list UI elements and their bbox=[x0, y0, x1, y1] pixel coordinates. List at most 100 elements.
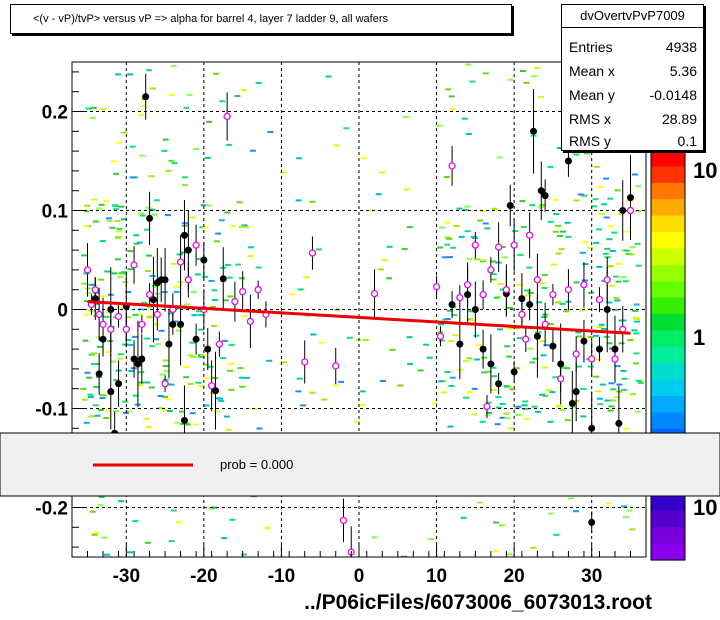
stats-key: Mean y bbox=[569, 87, 615, 103]
heatmap-cell bbox=[445, 88, 452, 91]
heatmap-cell bbox=[230, 225, 237, 228]
heatmap-cell bbox=[431, 402, 438, 405]
heatmap-cell bbox=[611, 231, 618, 234]
profile-point-magenta bbox=[588, 355, 596, 363]
heatmap-cell bbox=[559, 409, 566, 412]
heatmap-cell bbox=[607, 409, 614, 412]
heatmap-cell bbox=[444, 371, 451, 373]
heatmap-cell bbox=[222, 299, 229, 302]
heatmap-cell bbox=[97, 409, 104, 411]
heatmap-cell bbox=[145, 425, 152, 428]
heatmap-cell bbox=[490, 273, 497, 276]
heatmap-cell bbox=[604, 399, 611, 402]
heatmap-cell bbox=[211, 289, 218, 292]
heatmap-cell bbox=[138, 371, 145, 374]
palette-labels: 10 1 10 bbox=[693, 158, 717, 520]
heatmap-cell bbox=[629, 246, 636, 249]
heatmap-cell bbox=[239, 385, 246, 388]
heatmap-cell bbox=[563, 310, 570, 313]
heatmap-cell bbox=[543, 344, 550, 347]
profile-point-magenta bbox=[114, 312, 123, 321]
heatmap-cell bbox=[626, 509, 633, 512]
heatmap-cell bbox=[133, 242, 140, 245]
heatmap-cell bbox=[221, 537, 228, 540]
heatmap-cell bbox=[575, 331, 582, 334]
profile-point-black bbox=[595, 345, 603, 353]
heatmap-cell bbox=[105, 217, 112, 220]
palette-band bbox=[651, 396, 685, 413]
heatmap-cell bbox=[204, 377, 211, 380]
heatmap-cell bbox=[555, 252, 562, 255]
heatmap-cell bbox=[163, 370, 170, 373]
profile-point-magenta bbox=[223, 112, 231, 121]
heatmap-cell bbox=[438, 323, 444, 326]
heatmap-cell bbox=[87, 395, 94, 398]
heatmap-cell bbox=[300, 404, 307, 407]
palette-band bbox=[651, 264, 685, 282]
heatmap-cell bbox=[93, 531, 100, 534]
heatmap-cell bbox=[595, 390, 602, 393]
heatmap-cell bbox=[447, 425, 454, 428]
heatmap-cell bbox=[83, 272, 90, 275]
heatmap-cell bbox=[127, 343, 134, 346]
heatmap-cell bbox=[117, 275, 124, 278]
stats-row-mean-x: Mean x 5.36 bbox=[562, 59, 703, 83]
heatmap-cell bbox=[92, 220, 99, 223]
heatmap-cell bbox=[605, 502, 612, 505]
heatmap-cell bbox=[197, 328, 204, 331]
heatmap-cell bbox=[379, 171, 386, 174]
heatmap-cell bbox=[90, 106, 97, 109]
heatmap-cell bbox=[214, 240, 220, 243]
heatmap-cell bbox=[255, 266, 262, 269]
heatmap-cell bbox=[539, 393, 545, 396]
heatmap-cell bbox=[236, 201, 243, 204]
heatmap-cell bbox=[635, 264, 642, 267]
heatmap-cell bbox=[506, 355, 513, 358]
heatmap-cell bbox=[157, 407, 163, 410]
heatmap-cell bbox=[158, 329, 165, 332]
heatmap-cell bbox=[613, 297, 620, 299]
heatmap-cell bbox=[499, 246, 506, 248]
profile-point-black bbox=[495, 380, 503, 388]
heatmap-cell bbox=[449, 108, 456, 111]
heatmap-cell bbox=[480, 259, 487, 262]
heatmap-cell bbox=[81, 398, 88, 401]
heatmap-cell bbox=[296, 377, 303, 380]
heatmap-cell bbox=[103, 417, 109, 419]
heatmap-cell bbox=[91, 352, 98, 355]
heatmap-cell bbox=[593, 165, 600, 168]
heatmap-cell bbox=[165, 214, 171, 217]
profile-point-magenta bbox=[215, 340, 224, 348]
heatmap-cell bbox=[632, 310, 639, 312]
heatmap-cell bbox=[295, 390, 302, 393]
heatmap-cell bbox=[616, 262, 623, 265]
heatmap-cell bbox=[132, 335, 139, 338]
heatmap-cell bbox=[576, 335, 583, 338]
heatmap-cell bbox=[506, 306, 513, 309]
heatmap-cell bbox=[86, 292, 93, 294]
heatmap-cell bbox=[400, 555, 407, 557]
profile-point-magenta bbox=[254, 286, 262, 294]
heatmap-cell bbox=[612, 275, 619, 278]
heatmap-cell bbox=[607, 197, 614, 200]
heatmap-cell bbox=[499, 403, 506, 405]
palette-band bbox=[651, 314, 685, 331]
profile-point-magenta bbox=[107, 325, 115, 333]
profile-point-black bbox=[537, 187, 545, 195]
heatmap-cell bbox=[632, 316, 639, 319]
stats-value: 0.1 bbox=[677, 133, 697, 149]
palette-band bbox=[651, 330, 685, 348]
heatmap-cell bbox=[303, 276, 310, 279]
heatmap-cell bbox=[637, 381, 644, 384]
profile-point-black bbox=[142, 93, 150, 101]
heatmap-cell bbox=[491, 207, 498, 210]
heatmap-cell bbox=[255, 82, 262, 84]
heatmap-cell bbox=[463, 396, 469, 399]
profile-point-magenta bbox=[541, 320, 549, 329]
heatmap-cell bbox=[155, 292, 162, 295]
heatmap-cell bbox=[297, 288, 304, 291]
heatmap-cell bbox=[565, 235, 572, 238]
profile-point-magenta bbox=[463, 281, 472, 289]
heatmap-cell bbox=[332, 384, 339, 387]
heatmap-cell bbox=[141, 301, 148, 304]
